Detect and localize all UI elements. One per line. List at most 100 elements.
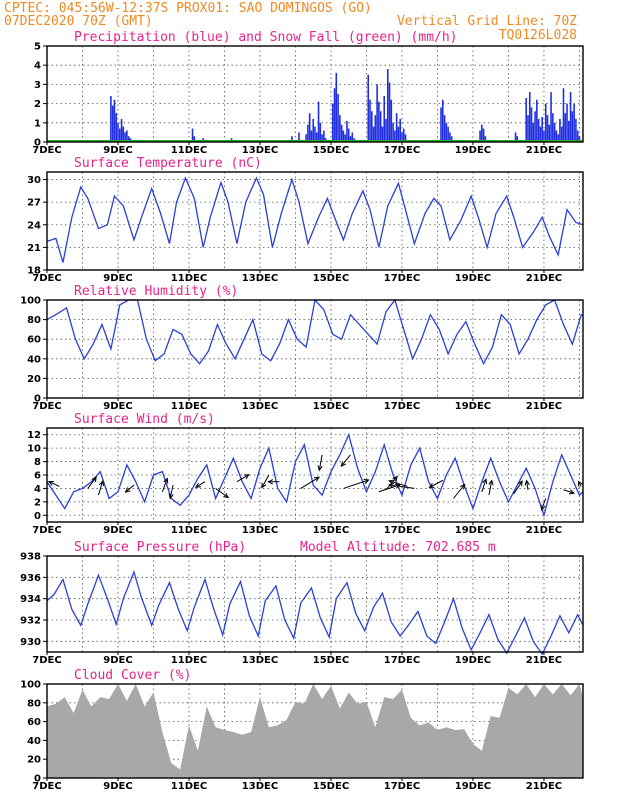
precipitation-bar bbox=[386, 69, 389, 142]
precipitation-bar bbox=[536, 99, 538, 142]
cloud-cover-ytick-label: 0 bbox=[34, 774, 41, 785]
wind-arrow-head bbox=[261, 482, 267, 489]
temperature-xtick-label: 9DEC bbox=[103, 273, 132, 284]
precipitation-bar bbox=[443, 115, 446, 142]
precipitation-bar bbox=[346, 120, 348, 142]
precipitation-bar bbox=[342, 130, 345, 142]
precipitation-bar bbox=[321, 134, 323, 142]
cloud-cover-xtick-label: 11DEC bbox=[171, 781, 207, 792]
precipitation-bar bbox=[113, 99, 116, 142]
wind-xtick-label: 19DEC bbox=[455, 525, 491, 536]
precipitation-bar bbox=[312, 118, 315, 142]
wind-arrow-shaft bbox=[341, 454, 351, 467]
precipitation-bar bbox=[117, 122, 119, 142]
wind-arrow-head bbox=[223, 492, 230, 499]
wind-arrow-head bbox=[194, 482, 201, 488]
precipitation-bar bbox=[307, 124, 309, 142]
wind-arrow-shaft bbox=[87, 476, 97, 489]
wind-ytick-label: 12 bbox=[27, 430, 41, 441]
precipitation-bar bbox=[126, 130, 128, 142]
wind-arrow-head bbox=[540, 504, 546, 511]
precipitation-ytick-label: 5 bbox=[34, 42, 41, 53]
wind-arrow-shaft bbox=[215, 488, 229, 498]
precipitation-bar bbox=[337, 94, 339, 142]
precipitation-ytick-label: 3 bbox=[34, 80, 41, 91]
pressure-xtick-label: 7DEC bbox=[32, 655, 61, 666]
precipitation-bar bbox=[568, 120, 570, 142]
wind-arrow-head bbox=[388, 482, 395, 489]
humidity-title: Relative Humidity (%) bbox=[74, 284, 238, 299]
precipitation-bar bbox=[347, 128, 350, 142]
precipitation-bar bbox=[392, 122, 394, 142]
precipitation-bar bbox=[555, 130, 558, 142]
precipitation-bar bbox=[546, 115, 549, 142]
precipitation-bar bbox=[564, 113, 567, 142]
cloud-cover-xtick-label: 7DEC bbox=[32, 781, 61, 792]
cloud-cover-xtick-label: 9DEC bbox=[103, 781, 132, 792]
cloud-cover-xtick-label: 17DEC bbox=[384, 781, 420, 792]
precipitation-bar bbox=[397, 126, 400, 142]
precipitation-bar bbox=[193, 136, 196, 142]
temperature-ytick-label: 24 bbox=[27, 220, 41, 231]
pressure-ytick-label: 938 bbox=[20, 552, 41, 563]
wind-ytick-label: 6 bbox=[34, 471, 41, 482]
pressure-xtick-label: 11DEC bbox=[171, 655, 207, 666]
precipitation-bar bbox=[351, 132, 354, 142]
wind-arrow-head bbox=[517, 480, 523, 487]
wind-arrow-shaft bbox=[343, 479, 369, 489]
precipitation-bar bbox=[544, 103, 547, 142]
wind-ytick-label: 2 bbox=[34, 497, 41, 508]
wind-arrow-shaft bbox=[195, 481, 206, 488]
wind-arrow-shaft bbox=[429, 479, 444, 488]
humidity-ytick-label: 0 bbox=[34, 394, 41, 405]
temperature-panel: Surface Temperature (nC) 18 21 24 27 30 7DEC 9… bbox=[27, 156, 584, 284]
wind-arrow-shaft bbox=[526, 480, 529, 490]
wind-arrow-shaft bbox=[125, 484, 135, 493]
precipitation-bar bbox=[308, 113, 311, 142]
precipitation-bar bbox=[120, 118, 123, 142]
temperature-frame bbox=[46, 171, 584, 271]
wind-arrow-shaft bbox=[453, 484, 466, 499]
wind-arrow-head bbox=[317, 465, 323, 472]
precipitation-bar bbox=[481, 124, 483, 142]
pressure-series-line bbox=[46, 570, 584, 656]
humidity-xtick-label: 7DEC bbox=[32, 401, 61, 412]
precipitation-bar bbox=[578, 136, 581, 142]
precipitation-bar bbox=[369, 99, 371, 142]
wind-arrow-head bbox=[568, 489, 576, 495]
cloud-cover-title: Cloud Cover (%) bbox=[74, 668, 191, 683]
precipitation-bar bbox=[449, 132, 451, 142]
humidity-xtick-label: 15DEC bbox=[313, 401, 349, 412]
humidity-frame bbox=[46, 299, 584, 399]
precipitation-bar bbox=[310, 130, 313, 142]
precipitation-bar bbox=[550, 92, 552, 142]
precipitation-bar bbox=[575, 118, 577, 142]
wind-arrow-head bbox=[392, 475, 398, 482]
pressure-panel: Surface Pressure (hPa) Model Altitude: 7… bbox=[20, 540, 584, 666]
precipitation-bar bbox=[557, 134, 559, 142]
precipitation-bar bbox=[111, 105, 114, 142]
precipitation-bar bbox=[317, 101, 320, 142]
precipitation-bar bbox=[445, 122, 448, 142]
model-altitude-note: Model Altitude: 702.685 m bbox=[300, 540, 496, 555]
precipitation-bar bbox=[516, 136, 519, 142]
precipitation-xtick-label: 11DEC bbox=[171, 145, 207, 156]
precipitation-bar bbox=[376, 84, 378, 142]
pressure-xtick-label: 21DEC bbox=[526, 655, 562, 666]
humidity-xtick-label: 21DEC bbox=[526, 401, 562, 412]
precipitation-bar bbox=[559, 118, 561, 142]
precipitation-bar bbox=[385, 118, 387, 142]
humidity-ytick-label: 60 bbox=[27, 335, 41, 346]
precipitation-bar bbox=[566, 103, 568, 142]
wind-arrow-shaft bbox=[236, 474, 250, 483]
precipitation-bar bbox=[541, 117, 543, 142]
wind-ytick-label: 0 bbox=[34, 511, 41, 522]
precipitation-xtick-label: 19DEC bbox=[455, 145, 491, 156]
pressure-xtick-label: 13DEC bbox=[242, 655, 278, 666]
precipitation-bar bbox=[122, 126, 125, 142]
header-station: CPTEC: 045:56W-12:37S PROX01: SAO DOMING… bbox=[4, 1, 372, 16]
wind-arrow-head bbox=[459, 483, 466, 490]
wind-xtick-label: 15DEC bbox=[313, 525, 349, 536]
header-grid-note: Vertical Grid Line: 70Z bbox=[397, 14, 577, 29]
precipitation-bar bbox=[571, 111, 574, 142]
